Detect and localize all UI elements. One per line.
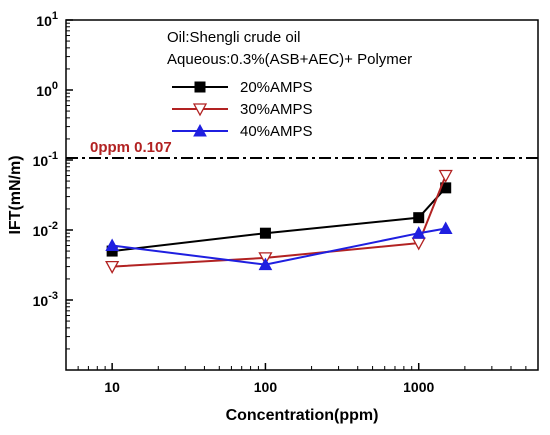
reference-line-group: 0ppm 0.107 [66,139,538,159]
y-axis: 10-3 10-2 10-1 100 101 [33,10,73,350]
annotation-oil: Oil:Shengli crude oil [167,29,300,46]
y-tick-label: 100 [36,80,58,99]
legend-entry: 40%AMPS [172,123,313,140]
y-tick-label: 10-1 [33,150,58,169]
data-point [438,221,453,235]
legend-marker [192,103,208,117]
series-line [112,175,447,268]
y-axis-title: IFT(mN/m) [7,155,24,234]
data-point [259,227,271,239]
y-tick-label: 10-2 [33,220,58,239]
annotation-aqueous: Aqueous:0.3%(ASB+AEC)+ Polymer [167,51,412,68]
legend-entry: 30%AMPS [172,101,313,118]
x-tick-label: 10 [104,379,120,395]
legend-marker [193,123,207,137]
data-point [105,238,119,252]
legend-label: 40%AMPS [240,123,313,140]
series-40-pct-amps [105,221,453,271]
data-point [438,169,453,183]
x-axis: 10 100 1000 [77,363,527,395]
x-axis-title: Concentration(ppm) [226,407,379,424]
x-tick-label: 1000 [403,379,434,395]
data-point [258,257,273,271]
data-point [105,260,120,274]
series-20-pct-amps [106,182,452,257]
y-tick-label: 101 [36,10,58,29]
series-line [112,187,447,253]
series-line [112,227,446,266]
legend-label: 30%AMPS [240,101,313,118]
series-30-pct-amps [105,169,453,274]
y-tick-label: 10-3 [33,290,58,309]
legend: 20%AMPS 30%AMPS 40%AMPS [172,79,313,140]
x-tick-label: 100 [254,379,278,395]
data-point [411,226,426,239]
legend-entry: 20%AMPS [172,79,313,96]
reference-line-label: 0ppm 0.107 [90,139,172,156]
legend-label: 20%AMPS [240,79,313,96]
legend-marker [194,81,206,93]
data-point [413,212,425,224]
plot-frame [65,19,539,371]
series-group [105,169,453,274]
